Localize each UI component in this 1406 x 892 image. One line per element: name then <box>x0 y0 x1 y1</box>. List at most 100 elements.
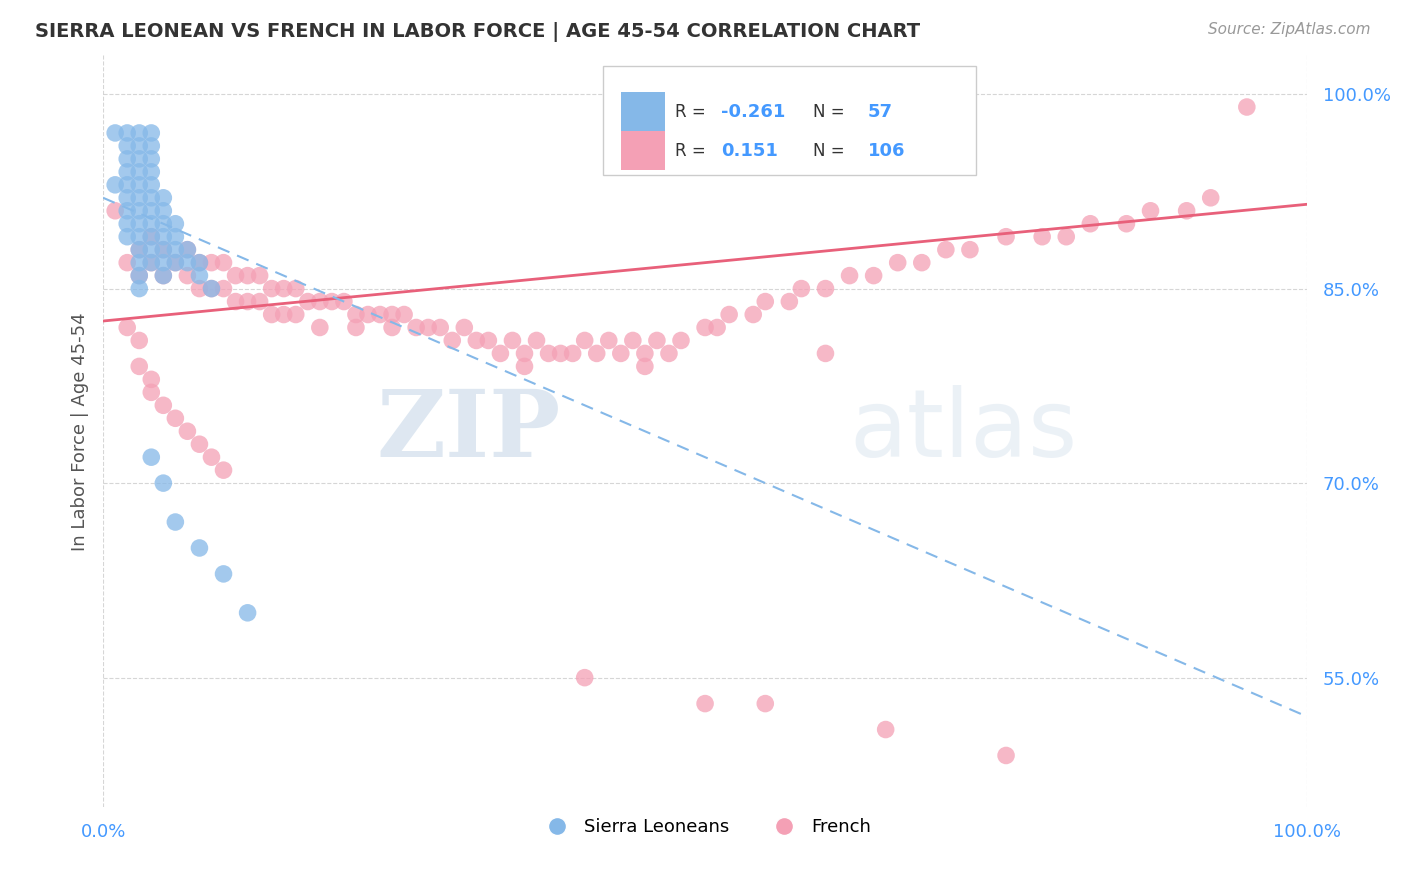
Point <box>200 282 222 296</box>
Point <box>1031 229 1053 244</box>
Point <box>886 255 908 269</box>
Text: N =: N = <box>814 142 845 160</box>
Point <box>1078 217 1101 231</box>
Point <box>152 203 174 218</box>
Point <box>141 255 163 269</box>
Point <box>634 346 657 360</box>
Point <box>141 372 163 386</box>
Point <box>128 268 150 283</box>
Point <box>141 243 163 257</box>
Point <box>128 203 150 218</box>
Point <box>598 334 620 348</box>
Point <box>165 229 187 244</box>
Point <box>152 268 174 283</box>
Point <box>212 255 235 269</box>
Point <box>273 308 295 322</box>
Point <box>128 217 150 231</box>
Point <box>176 268 198 283</box>
Point <box>141 152 163 166</box>
Point <box>212 463 235 477</box>
Point <box>513 359 536 374</box>
Text: ZIP: ZIP <box>377 386 561 476</box>
Point <box>115 217 138 231</box>
Point <box>911 255 934 269</box>
Text: atlas: atlas <box>849 385 1078 477</box>
Point <box>236 606 259 620</box>
Point <box>115 165 138 179</box>
Point <box>128 126 150 140</box>
Point <box>152 255 174 269</box>
Point <box>537 346 560 360</box>
Point <box>706 320 728 334</box>
Point <box>128 229 150 244</box>
Point <box>128 268 150 283</box>
Y-axis label: In Labor Force | Age 45-54: In Labor Force | Age 45-54 <box>72 312 89 550</box>
Point <box>574 671 596 685</box>
Point <box>1236 100 1258 114</box>
Point <box>550 346 572 360</box>
Point <box>128 255 150 269</box>
Point <box>141 385 163 400</box>
Text: 106: 106 <box>868 142 905 160</box>
Point <box>995 748 1018 763</box>
Point <box>236 294 259 309</box>
Text: R =: R = <box>675 142 706 160</box>
Point <box>188 255 211 269</box>
Point <box>260 308 283 322</box>
Point <box>165 255 187 269</box>
Point <box>477 334 499 348</box>
Point <box>128 178 150 192</box>
Point <box>441 334 464 348</box>
Point <box>513 346 536 360</box>
Point <box>838 268 860 283</box>
Point <box>754 294 776 309</box>
Point <box>128 334 150 348</box>
Point <box>344 320 367 334</box>
Point <box>381 308 404 322</box>
Point <box>176 255 198 269</box>
Point <box>875 723 897 737</box>
Point <box>561 346 583 360</box>
Point <box>429 320 451 334</box>
Point <box>718 308 741 322</box>
Point <box>526 334 548 348</box>
Point <box>141 450 163 465</box>
Point <box>128 165 150 179</box>
Point <box>176 243 198 257</box>
Point <box>115 139 138 153</box>
Point <box>392 308 415 322</box>
Point <box>141 203 163 218</box>
Point <box>645 334 668 348</box>
Point <box>128 243 150 257</box>
Point <box>333 294 356 309</box>
Point <box>188 255 211 269</box>
Point <box>115 126 138 140</box>
Point <box>212 566 235 581</box>
Point <box>152 243 174 257</box>
Point <box>152 398 174 412</box>
Text: Source: ZipAtlas.com: Source: ZipAtlas.com <box>1208 22 1371 37</box>
Point <box>790 282 813 296</box>
Point <box>225 268 247 283</box>
Point <box>176 424 198 438</box>
FancyBboxPatch shape <box>621 131 665 170</box>
Point <box>344 308 367 322</box>
Point <box>104 126 127 140</box>
Point <box>141 217 163 231</box>
Point <box>212 282 235 296</box>
Point <box>152 476 174 491</box>
Point <box>152 191 174 205</box>
Point <box>814 282 837 296</box>
Point <box>297 294 319 309</box>
Point <box>200 255 222 269</box>
Text: N =: N = <box>814 103 845 120</box>
Point <box>141 229 163 244</box>
Point <box>814 346 837 360</box>
Point <box>693 320 716 334</box>
Point <box>1175 203 1198 218</box>
Point <box>176 243 198 257</box>
Point <box>574 334 596 348</box>
Point <box>141 165 163 179</box>
Point <box>128 152 150 166</box>
Text: 57: 57 <box>868 103 893 120</box>
